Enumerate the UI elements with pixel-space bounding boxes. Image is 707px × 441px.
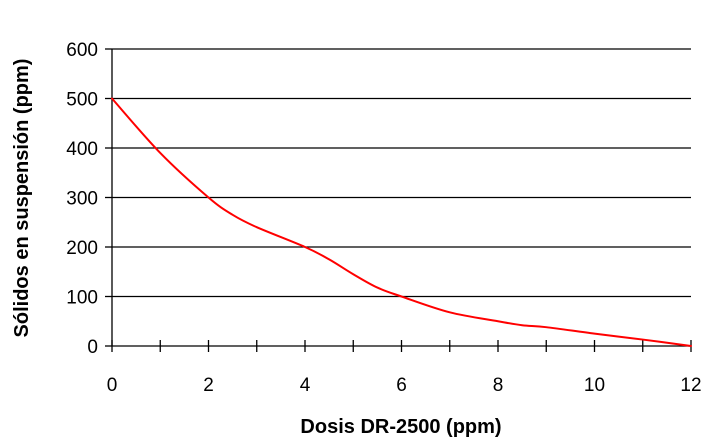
y-tick-label: 500 [66, 90, 98, 111]
x-tick-label: 8 [493, 375, 504, 396]
x-tick-label: 6 [396, 375, 407, 396]
x-axis-title: Dosis DR-2500 (ppm) [300, 416, 501, 438]
gridlines [112, 48, 691, 298]
x-tick-label: 4 [300, 375, 311, 396]
y-tick-label: 400 [66, 139, 98, 160]
x-tick-label: 0 [107, 375, 118, 396]
x-tick-label: 12 [680, 375, 701, 396]
series-layer [111, 97, 692, 347]
y-tick-label: 100 [66, 288, 98, 309]
x-tick-label: 2 [203, 375, 214, 396]
y-tick-label: 300 [66, 189, 98, 210]
y-tick-label: 600 [66, 40, 98, 61]
x-tick-label: 10 [584, 375, 605, 396]
axis-ticks: 0 100 200 300 400 500 600 0 2 4 6 8 10 12 [66, 40, 701, 396]
y-axis-title: Sólidos en suspensión (ppm) [11, 59, 33, 338]
y-tick-label: 200 [66, 238, 98, 259]
series-line-0 [111, 97, 692, 347]
y-tick-label: 0 [87, 337, 98, 358]
